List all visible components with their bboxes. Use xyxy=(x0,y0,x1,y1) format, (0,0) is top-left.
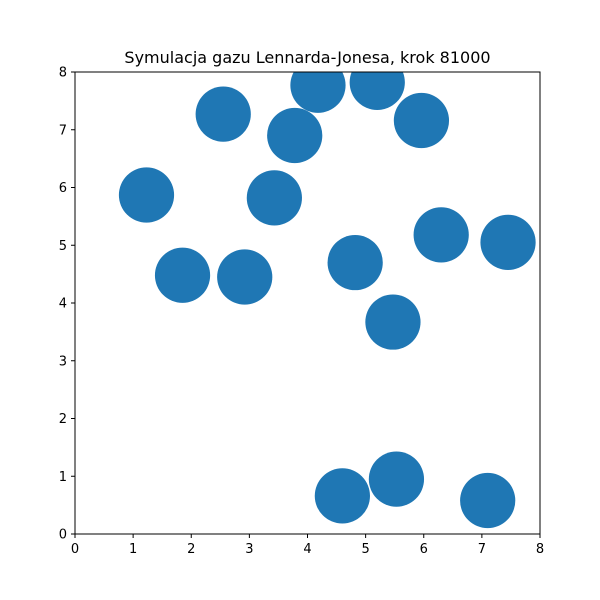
y-axis: 0 1 2 3 4 5 6 7 8 xyxy=(59,66,75,543)
x-tick-label: 1 xyxy=(129,542,137,557)
particle-point xyxy=(460,472,516,529)
particle-point xyxy=(246,170,302,226)
x-tick-label: 6 xyxy=(420,542,428,557)
y-tick-label: 8 xyxy=(59,66,67,81)
y-tick-label: 2 xyxy=(59,412,67,427)
y-tick-label: 3 xyxy=(59,354,67,369)
y-tick-label: 6 xyxy=(59,181,67,196)
particle-point xyxy=(413,207,469,263)
y-tick-label: 1 xyxy=(59,470,67,485)
x-tick-label: 8 xyxy=(536,542,544,557)
particle-point xyxy=(327,234,383,291)
particle-point xyxy=(267,107,323,164)
y-tick-label: 0 xyxy=(59,528,67,543)
particle-point xyxy=(118,167,175,223)
particle-point xyxy=(480,214,536,270)
x-tick-label: 7 xyxy=(478,542,486,557)
particle-point xyxy=(290,72,346,113)
particle-point xyxy=(349,72,405,110)
x-tick-label: 0 xyxy=(71,542,79,557)
y-tick-label: 7 xyxy=(59,123,67,138)
particles-layer xyxy=(118,72,536,529)
x-tick-label: 3 xyxy=(245,542,253,557)
y-tick-label: 4 xyxy=(59,297,67,312)
particle-point xyxy=(154,247,211,303)
particle-point xyxy=(195,86,251,142)
x-axis: 0 1 2 3 4 5 6 7 8 xyxy=(71,534,544,557)
particle-point xyxy=(217,249,273,305)
particle-point xyxy=(368,451,425,507)
x-tick-label: 2 xyxy=(187,542,195,557)
particle-point xyxy=(314,468,370,524)
x-tick-label: 5 xyxy=(361,542,369,557)
particle-point xyxy=(393,92,450,149)
x-tick-label: 4 xyxy=(303,542,311,557)
y-tick-label: 5 xyxy=(59,239,67,254)
chart-title: Symulacja gazu Lennarda-Jonesa, krok 810… xyxy=(124,48,490,67)
particle-point xyxy=(365,294,421,350)
